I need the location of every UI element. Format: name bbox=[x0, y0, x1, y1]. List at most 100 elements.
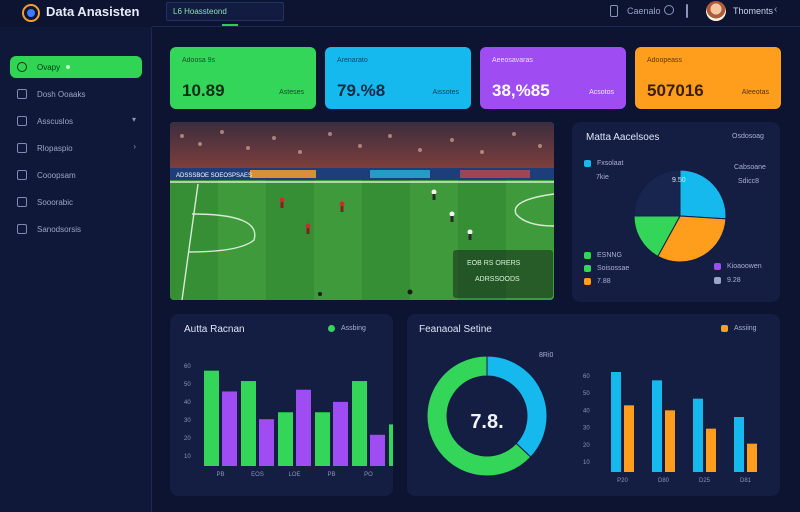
bar[interactable] bbox=[315, 412, 330, 466]
legend-label: Cabsoane bbox=[734, 164, 766, 171]
chevron-down-icon: ▾ bbox=[131, 115, 136, 124]
x-tick-label: PB bbox=[216, 472, 224, 478]
bar[interactable] bbox=[333, 401, 348, 466]
legend-swatch bbox=[714, 277, 721, 284]
notification-icon[interactable] bbox=[664, 5, 674, 15]
sidebar-item-2[interactable]: Asscuslos ▾ bbox=[10, 110, 142, 132]
sidebar-item-label: Ovapy bbox=[37, 62, 61, 72]
bar[interactable] bbox=[222, 391, 237, 466]
bar[interactable] bbox=[278, 412, 293, 466]
kpi-sub-label: Aissotes bbox=[432, 89, 459, 96]
bar-chart-panel: Autta Racnan Assbing 60 50 40 30 20 10 PB EOS L… bbox=[170, 314, 393, 496]
bar[interactable] bbox=[693, 398, 703, 472]
search-focus-indicator bbox=[222, 24, 238, 26]
donut-label: 9.50 bbox=[672, 177, 686, 184]
bar[interactable] bbox=[624, 405, 634, 472]
kpi-card-cyan[interactable]: Arenarato 79.%8 Aissotes bbox=[325, 47, 471, 109]
donut-slice[interactable] bbox=[679, 169, 727, 220]
bar[interactable] bbox=[370, 434, 385, 466]
bar[interactable] bbox=[665, 410, 675, 472]
kpi-card-orange[interactable]: Adoopeass 507016 Aleeotas bbox=[635, 47, 781, 109]
bar[interactable] bbox=[204, 370, 219, 466]
file-icon bbox=[17, 89, 27, 99]
legend-label: ESNNG bbox=[597, 252, 622, 259]
video-overlay-text: ADRSSOODS bbox=[475, 276, 520, 283]
match-video-player[interactable]: ADSSSBOE SOEOSPSAES EOB RS ORERS ADRSSOO… bbox=[170, 122, 554, 300]
kpi-card-purple[interactable]: Aeeosavaras 38,%85 Acsotos bbox=[480, 47, 626, 109]
app-logo-icon bbox=[22, 4, 40, 22]
avatar[interactable] bbox=[706, 1, 726, 21]
sidebar-item-label: Cooopsam bbox=[37, 170, 76, 180]
user-name[interactable]: Thoments bbox=[733, 6, 774, 16]
analysis-panel: Matta Aacelsoes Osdosoag Fxsolaat 7kie E… bbox=[572, 122, 780, 302]
sidebar-item-6[interactable]: Sanodsorsis bbox=[10, 218, 142, 240]
x-tick-label: D25 bbox=[699, 478, 711, 484]
kpi-sub-label: Asteses bbox=[279, 89, 304, 96]
legend-item: Sdicc8 bbox=[738, 178, 759, 185]
y-tick-label: 20 bbox=[583, 443, 590, 449]
kpi-card-green[interactable]: Adoosa 9s 10.89 Asteses bbox=[170, 47, 316, 109]
bar[interactable] bbox=[706, 428, 716, 472]
bar[interactable] bbox=[241, 381, 256, 466]
chevron-right-icon: › bbox=[133, 142, 136, 151]
legend-label: Fxsolaat bbox=[597, 160, 624, 167]
y-tick-label: 10 bbox=[184, 454, 191, 460]
panel-title: Autta Racnan bbox=[184, 324, 245, 335]
search-input[interactable]: L6 Hoassteond bbox=[166, 2, 284, 21]
kpi-value: 507016 bbox=[647, 81, 704, 100]
donut-slice[interactable] bbox=[426, 355, 532, 477]
box-icon bbox=[17, 197, 27, 207]
financial-bar-chart: 60 50 40 30 20 10 P20 D80 D25 D81 bbox=[583, 372, 757, 484]
ring-center-value: 7.8. bbox=[470, 411, 503, 433]
topbar-label[interactable]: Caenalo bbox=[627, 6, 661, 16]
legend-label: Assiing bbox=[734, 325, 757, 332]
x-tick-label: P20 bbox=[617, 478, 628, 484]
video-overlay-text: EOB RS ORERS bbox=[467, 260, 521, 267]
y-tick-label: 40 bbox=[184, 400, 191, 406]
legend-item[interactable]: Assbing bbox=[328, 325, 366, 332]
bar[interactable] bbox=[734, 417, 744, 472]
kpi-value: 10.89 bbox=[182, 81, 225, 100]
kpi-label: Arenarato bbox=[337, 57, 368, 64]
y-tick-label: 60 bbox=[583, 374, 590, 380]
sidebar-item-label: Asscuslos bbox=[37, 116, 74, 126]
legend-swatch bbox=[584, 160, 591, 167]
legend-item: Cabsoane bbox=[734, 164, 766, 171]
bar[interactable] bbox=[652, 380, 662, 472]
x-tick-label: D81 bbox=[740, 478, 752, 484]
panel-option-label[interactable]: Osdosoag bbox=[732, 133, 764, 140]
y-tick-label: 30 bbox=[583, 426, 590, 432]
divider bbox=[152, 26, 800, 27]
legend-item: Fxsolaat bbox=[584, 160, 623, 167]
calendar-icon bbox=[17, 170, 27, 180]
home-icon bbox=[17, 62, 27, 72]
legend-label: 7kie bbox=[596, 174, 609, 181]
panel-title: Matta Aacelsoes bbox=[586, 132, 660, 143]
donut-slice[interactable] bbox=[486, 355, 548, 458]
bar[interactable] bbox=[389, 424, 393, 466]
legend-item[interactable]: Assiing bbox=[721, 325, 757, 332]
sidebar-item-1[interactable]: Dosh Ooaaks bbox=[10, 83, 142, 105]
active-dot-icon bbox=[66, 65, 71, 69]
legend-swatch bbox=[714, 263, 721, 270]
user-menu-chevron-icon[interactable]: ‹ bbox=[774, 4, 778, 15]
bar[interactable] bbox=[296, 389, 311, 466]
bar[interactable] bbox=[259, 419, 274, 466]
donut-slice[interactable] bbox=[633, 169, 681, 217]
legend-item: Soisossae bbox=[584, 265, 629, 272]
legend-swatch bbox=[584, 252, 591, 259]
calendar-icon[interactable] bbox=[610, 5, 618, 17]
sidebar-item-3[interactable]: Rlopaspio › bbox=[10, 137, 142, 159]
legend-label: 8Ri0 bbox=[539, 352, 554, 359]
sidebar-item-4[interactable]: Cooopsam bbox=[10, 164, 142, 186]
bar[interactable] bbox=[747, 443, 757, 472]
bar[interactable] bbox=[352, 381, 367, 466]
bar[interactable] bbox=[611, 372, 621, 472]
sidebar-item-5[interactable]: Sooorabic bbox=[10, 191, 142, 213]
donut-slice[interactable] bbox=[657, 215, 727, 263]
donut-slice[interactable] bbox=[633, 215, 681, 257]
sidebar-item-overview[interactable]: Ovapy bbox=[10, 56, 142, 78]
financial-panel: Feanaoal Setine Assiing 8Ri0 7.8. 60 50 40… bbox=[407, 314, 780, 496]
y-tick-label: 40 bbox=[583, 408, 590, 414]
